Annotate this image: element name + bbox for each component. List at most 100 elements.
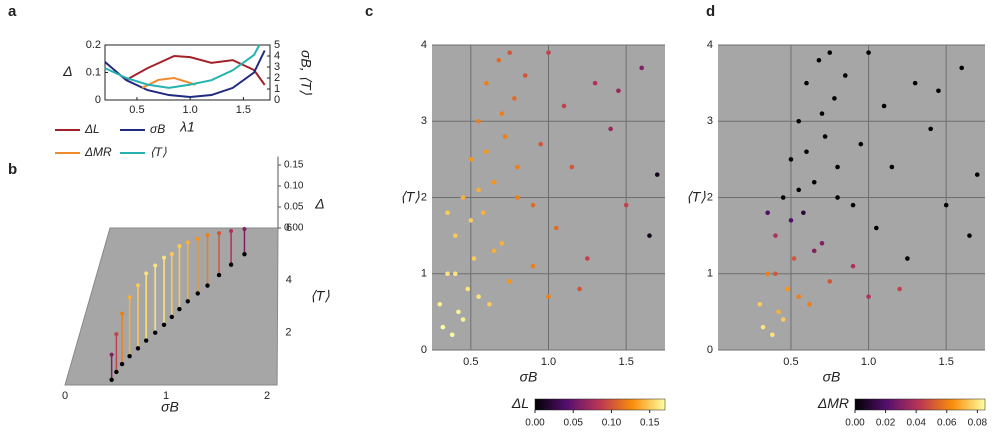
- point: [807, 301, 812, 307]
- series-line: [104, 44, 261, 89]
- point: [491, 248, 497, 254]
- x-tick-label: 1.5: [236, 104, 251, 116]
- point: [866, 50, 871, 55]
- floor-point: [205, 283, 210, 288]
- point: [912, 80, 918, 86]
- panel-letter: d: [706, 3, 715, 20]
- point: [776, 309, 781, 315]
- z-axis-label: Δ: [314, 196, 324, 212]
- point: [440, 324, 446, 330]
- point: [827, 279, 833, 284]
- floor-point: [228, 262, 234, 267]
- point: [905, 256, 910, 261]
- point: [515, 164, 520, 170]
- point: [109, 352, 114, 357]
- point: [195, 236, 200, 241]
- point: [445, 210, 450, 216]
- legend-label: ΔMR: [84, 145, 112, 159]
- point: [476, 294, 481, 299]
- colorbar-label: ΔMR: [817, 395, 849, 411]
- colorbar-tick-label: 0.05: [564, 418, 584, 429]
- point: [476, 118, 481, 124]
- floor-point: [177, 306, 182, 312]
- point: [120, 311, 125, 316]
- point: [881, 103, 887, 109]
- colorbar-tick-label: 0.15: [640, 418, 660, 429]
- x-axis-label: σB: [161, 399, 179, 415]
- point: [484, 149, 489, 155]
- y2-tick-label: 3: [274, 61, 280, 73]
- floor-point: [119, 361, 125, 367]
- point: [801, 210, 806, 216]
- point: [943, 202, 949, 208]
- legend-label: ΔL: [84, 122, 100, 136]
- point: [760, 324, 766, 330]
- point: [468, 218, 474, 223]
- point: [553, 225, 559, 231]
- point: [468, 157, 474, 162]
- point: [507, 279, 512, 284]
- z-tick-label: 0.15: [284, 160, 304, 171]
- point: [577, 286, 582, 292]
- point: [205, 233, 210, 238]
- point: [832, 96, 837, 101]
- point: [765, 271, 770, 277]
- x-tick-label: 1: [163, 390, 169, 402]
- plot-frame: [104, 44, 271, 101]
- x-axis-label: λ1: [179, 119, 195, 135]
- point: [135, 283, 140, 288]
- y-tick-label: 1: [421, 268, 427, 280]
- x-tick-label: 0.5: [783, 356, 798, 368]
- point: [177, 244, 182, 249]
- point: [770, 332, 775, 338]
- x-tick-label: 1.5: [939, 356, 954, 368]
- floor-point: [143, 338, 149, 343]
- point: [437, 301, 443, 307]
- point: [453, 233, 458, 238]
- point: [796, 294, 802, 299]
- point: [512, 96, 517, 101]
- point: [242, 226, 247, 231]
- y2-tick-label: 2: [274, 72, 280, 84]
- point: [796, 118, 802, 124]
- point: [816, 57, 822, 63]
- point: [822, 134, 828, 139]
- x-tick-label: 1.5: [619, 356, 634, 368]
- series-line: [104, 50, 266, 99]
- colorbar-label: ΔL: [511, 395, 529, 411]
- point: [773, 271, 778, 277]
- panel-letter: c: [365, 3, 373, 20]
- panel-letter: b: [8, 161, 17, 178]
- y-tick-label: 4: [286, 274, 292, 286]
- colorbar: [854, 398, 986, 411]
- x-tick-label: 0: [62, 390, 68, 402]
- colorbar-tick-label: 0.06: [937, 418, 957, 429]
- point: [499, 240, 505, 246]
- point: [480, 210, 486, 216]
- y-tick-label: 1: [707, 268, 713, 280]
- point: [804, 149, 809, 155]
- colorbar-tick-label: 0.00: [845, 418, 865, 429]
- point: [445, 271, 450, 277]
- y-tick-label: 0: [707, 344, 713, 356]
- point: [785, 286, 791, 292]
- point: [959, 65, 965, 71]
- point: [229, 229, 234, 234]
- floor-point: [169, 314, 175, 320]
- floor-point: [161, 322, 167, 328]
- point: [974, 172, 980, 177]
- point: [623, 202, 629, 208]
- y2-tick-label: 5: [274, 39, 280, 51]
- floor-point: [216, 272, 222, 278]
- x-axis-label: σB: [520, 369, 538, 385]
- point: [456, 309, 461, 315]
- point: [449, 332, 455, 338]
- point: [765, 210, 770, 216]
- panel-letter: a: [8, 3, 17, 20]
- point: [476, 187, 481, 193]
- colorbar-tick-label: 0.00: [525, 418, 545, 429]
- point: [757, 301, 763, 307]
- x-tick-label: 1.0: [861, 356, 876, 368]
- point: [538, 141, 544, 147]
- point: [842, 73, 848, 78]
